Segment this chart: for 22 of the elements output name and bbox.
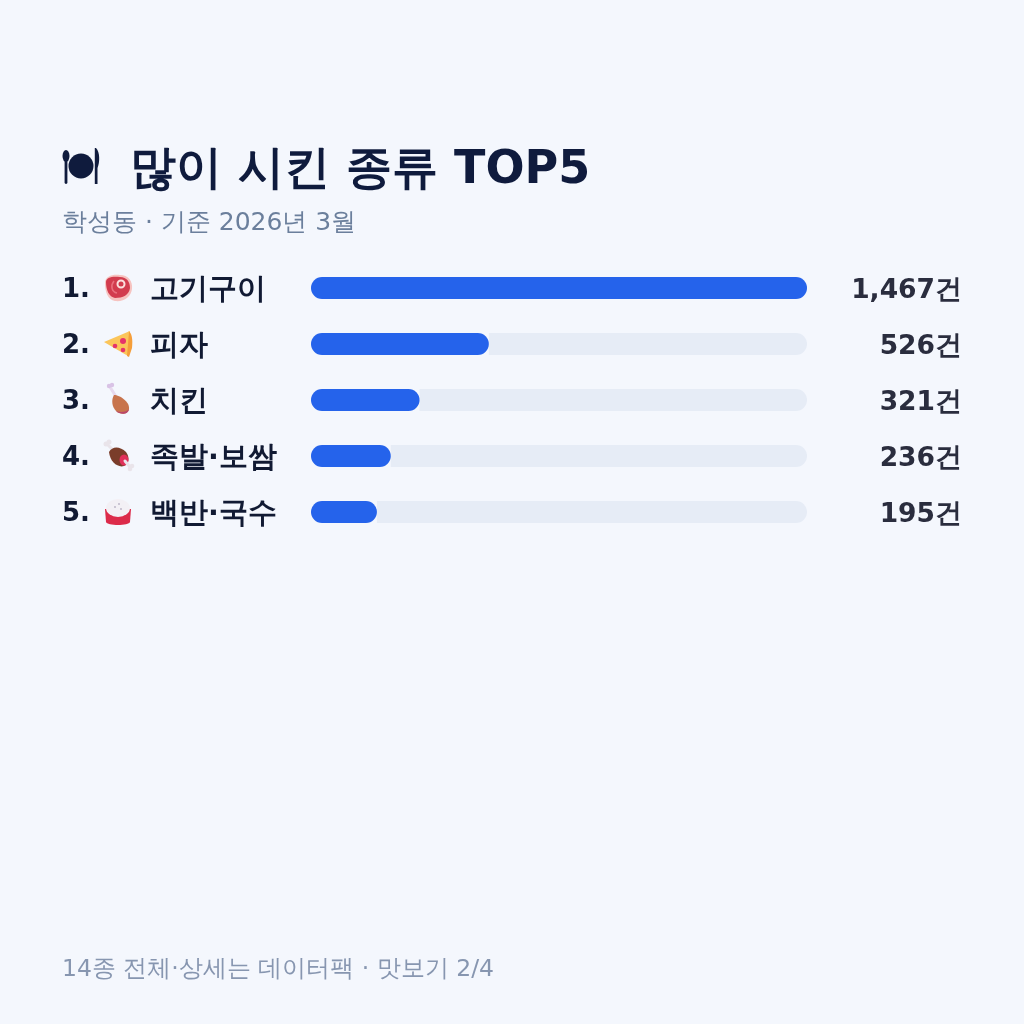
data-label: 1,467건 <box>851 272 962 304</box>
y-tick-label: 족발·보쌈 <box>150 440 277 474</box>
y-tick-label: 치킨 <box>150 384 208 418</box>
y-tick-label: 피자 <box>150 328 208 362</box>
data-label: 195건 <box>879 496 962 528</box>
bar <box>311 445 391 467</box>
bar <box>311 501 377 523</box>
text: 4. <box>62 441 90 472</box>
chart-subtitle: 학성동 · 기준 2026년 3월 <box>62 207 357 236</box>
data-label: 236건 <box>879 440 962 472</box>
text: 5. <box>62 497 90 528</box>
bar <box>311 389 420 411</box>
text: 1. <box>62 273 90 304</box>
text: 3. <box>62 385 90 416</box>
y-tick-label: 고기구이 <box>150 272 266 306</box>
data-label: 526건 <box>879 328 962 360</box>
chart-title: 많이 시킨 종류 TOP5 <box>130 140 591 194</box>
y-tick-label: 백반·국수 <box>150 496 277 530</box>
data-label: 321건 <box>879 384 962 416</box>
text: 2. <box>62 329 90 360</box>
text: 14종 전체·상세는 데이터팩 · 맛보기 2/4 <box>62 954 495 982</box>
bar <box>311 277 807 299</box>
